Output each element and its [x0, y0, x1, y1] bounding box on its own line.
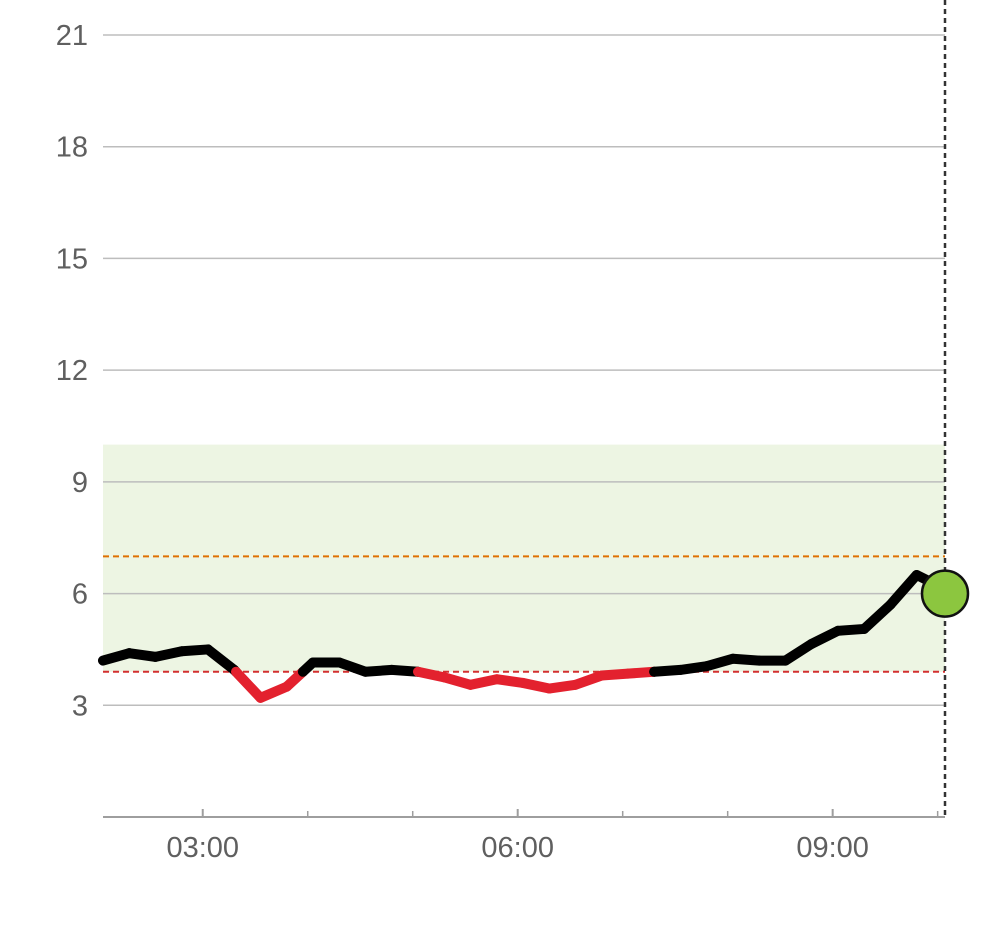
in-range-segment: [780, 638, 817, 666]
y-tick-label: 6: [72, 579, 88, 611]
reference-lines: [103, 555, 945, 673]
y-tick-label: 9: [72, 467, 88, 499]
current-reading-dot: [920, 569, 970, 618]
low-segment: [230, 666, 266, 703]
in-range-segment: [859, 599, 896, 634]
glucose-series: [98, 569, 950, 703]
x-axis: [103, 809, 945, 818]
y-axis-labels: 3 6 9 12 15 18 21: [56, 20, 88, 722]
y-tick-label: 21: [56, 20, 88, 52]
x-axis-labels: 03:00 06:00 09:00: [166, 832, 869, 864]
in-range-segment: [885, 569, 922, 610]
in-range-segment: [202, 644, 240, 675]
y-tick-label: 12: [56, 355, 88, 387]
y-tick-label: 3: [72, 690, 88, 722]
y-tick-label: 18: [56, 132, 88, 164]
x-tick-label: 03:00: [166, 832, 239, 864]
x-tick-label: 06:00: [481, 832, 554, 864]
current-reading: [920, 569, 970, 618]
x-tick-label: 09:00: [796, 832, 869, 864]
y-tick-label: 15: [56, 243, 88, 275]
y-gridlines: [103, 34, 945, 707]
